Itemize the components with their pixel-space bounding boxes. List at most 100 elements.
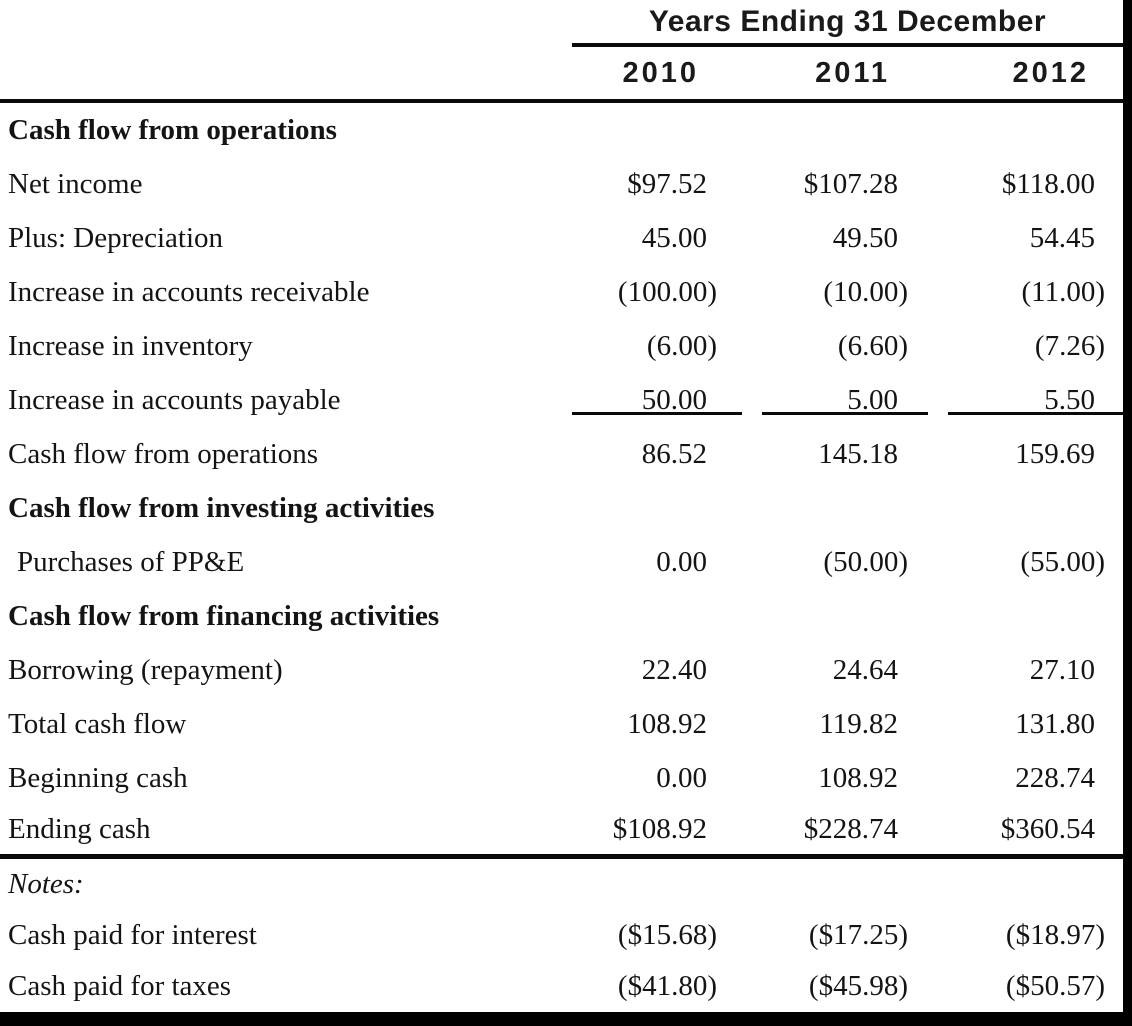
table-row: Beginning cash 0.00 108.92 228.74	[0, 751, 1123, 805]
row-label: Net income	[8, 167, 143, 200]
row-label: Increase in accounts payable	[8, 383, 341, 416]
table-row: Ending cash $108.92 $228.74 $360.54	[0, 805, 1123, 859]
row-label: Beginning cash	[8, 761, 188, 794]
value-cell: (7.26)	[928, 330, 1123, 363]
value-cell: $107.28	[742, 168, 928, 201]
table-row: Borrowing (repayment) 22.40 24.64 27.10	[0, 643, 1123, 697]
header-spacer	[0, 47, 552, 99]
column-group-header: Years Ending 31 December	[572, 0, 1123, 47]
row-label: Cash paid for interest	[8, 919, 257, 951]
row-label: Plus: Depreciation	[8, 221, 224, 254]
value-cell: (6.60)	[742, 330, 928, 363]
bottom-border-bar	[0, 1012, 1132, 1026]
cell-value: 45.00	[641, 221, 707, 254]
cell-value: 50.00	[641, 383, 707, 416]
table-row: Purchases of PP&E 0.00 (50.00) (55.00)	[0, 535, 1123, 589]
cell-value: ($45.98)	[808, 970, 908, 1002]
value-cell: 5.00	[742, 384, 928, 417]
cell-value: $107.28	[803, 167, 898, 200]
cell-value: $118.00	[1001, 167, 1095, 200]
row-label: Cash flow from financing activities	[8, 599, 440, 632]
table-row: Cash flow from investing activities	[0, 481, 1123, 535]
value-cell: 49.50	[742, 222, 928, 255]
table-header: Years Ending 31 December 2010 2011 2012	[0, 0, 1123, 103]
column-group-row: Years Ending 31 December	[0, 0, 1123, 47]
value-cell: ($17.25)	[742, 919, 928, 952]
value-cell: ($45.98)	[742, 970, 928, 1003]
value-cell: 108.92	[552, 708, 742, 741]
notes-title: Notes:	[8, 868, 84, 900]
cell-value: (7.26)	[1034, 329, 1105, 362]
value-cell: 159.69	[928, 438, 1123, 471]
value-cell: 228.74	[928, 762, 1123, 795]
value-cell: ($18.97)	[928, 919, 1123, 952]
value-cell: 131.80	[928, 708, 1123, 741]
value-cell: $228.74	[742, 813, 928, 846]
cell-value: 49.50	[832, 221, 898, 254]
value-cell: (55.00)	[928, 546, 1123, 579]
value-cell: (6.00)	[552, 330, 742, 363]
cell-value: 22.40	[641, 653, 707, 686]
value-cell: (11.00)	[928, 276, 1123, 309]
value-cell: (100.00)	[552, 276, 742, 309]
cell-value: $228.74	[803, 813, 898, 845]
cell-value: $97.52	[627, 167, 707, 200]
cell-value: (100.00)	[617, 275, 717, 308]
row-label: Cash flow from operations	[8, 437, 319, 470]
cell-value: (6.60)	[837, 329, 908, 362]
value-cell: ($41.80)	[552, 970, 742, 1003]
cell-value: (11.00)	[1021, 275, 1106, 308]
value-cell: 24.64	[742, 654, 928, 687]
value-cell: 108.92	[742, 762, 928, 795]
value-cell: $108.92	[552, 813, 742, 846]
cell-value: 5.00	[847, 383, 898, 416]
value-cell: 54.45	[928, 222, 1123, 255]
value-cell: 119.82	[742, 708, 928, 741]
table-row: Plus: Depreciation 45.00 49.50 54.45	[0, 211, 1123, 265]
row-label: Increase in accounts receivable	[8, 275, 370, 308]
row-label: Cash flow from investing activities	[8, 491, 435, 524]
table-row: Cash paid for interest ($15.68) ($17.25)…	[0, 910, 1123, 961]
cell-value: 119.82	[819, 707, 898, 740]
table-body: Cash flow from operations Net income $97…	[0, 103, 1123, 859]
table-row: Cash flow from operations	[0, 103, 1123, 157]
row-label: Borrowing (repayment)	[8, 653, 283, 686]
value-cell: 0.00	[552, 546, 742, 579]
cell-value: 131.80	[1015, 707, 1095, 740]
cell-value: $360.54	[1000, 813, 1095, 845]
cell-value: 108.92	[818, 761, 898, 794]
value-cell: 27.10	[928, 654, 1123, 687]
table-row: Cash paid for taxes ($41.80) ($45.98) ($…	[0, 961, 1123, 1012]
right-border-bar	[1123, 0, 1132, 1026]
row-label: Purchases of PP&E	[17, 545, 245, 578]
cell-value: 0.00	[656, 761, 707, 794]
cell-value: 159.69	[1015, 437, 1095, 470]
cell-value: 5.50	[1044, 383, 1095, 416]
value-cell: 5.50	[928, 384, 1123, 417]
cell-value: (50.00)	[823, 545, 908, 578]
value-cell: $360.54	[928, 813, 1123, 846]
table-row: Total cash flow 108.92 119.82 131.80	[0, 697, 1123, 751]
cell-value: (55.00)	[1020, 545, 1105, 578]
year-column-header: 2010	[622, 56, 699, 89]
cell-value: (6.00)	[646, 329, 717, 362]
table-row: Net income $97.52 $107.28 $118.00	[0, 157, 1123, 211]
row-label: Cash paid for taxes	[8, 970, 232, 1002]
table-content: Years Ending 31 December 2010 2011 2012 …	[0, 0, 1123, 1012]
value-cell: 0.00	[552, 762, 742, 795]
cell-value: $108.92	[612, 813, 707, 845]
year-column-header: 2012	[1012, 56, 1089, 89]
cell-value: 228.74	[1015, 761, 1095, 794]
cell-value: 0.00	[656, 545, 707, 578]
value-cell: (10.00)	[742, 276, 928, 309]
value-cell: 145.18	[742, 438, 928, 471]
value-cell: ($50.57)	[928, 970, 1123, 1003]
row-label: Ending cash	[8, 813, 151, 845]
cell-value: ($17.25)	[808, 919, 908, 951]
cell-value: ($41.80)	[617, 970, 717, 1002]
table-row: Cash flow from financing activities	[0, 589, 1123, 643]
cell-value: (10.00)	[823, 275, 908, 308]
header-spacer	[0, 0, 552, 47]
value-cell: (50.00)	[742, 546, 928, 579]
value-cell: 50.00	[552, 384, 742, 417]
